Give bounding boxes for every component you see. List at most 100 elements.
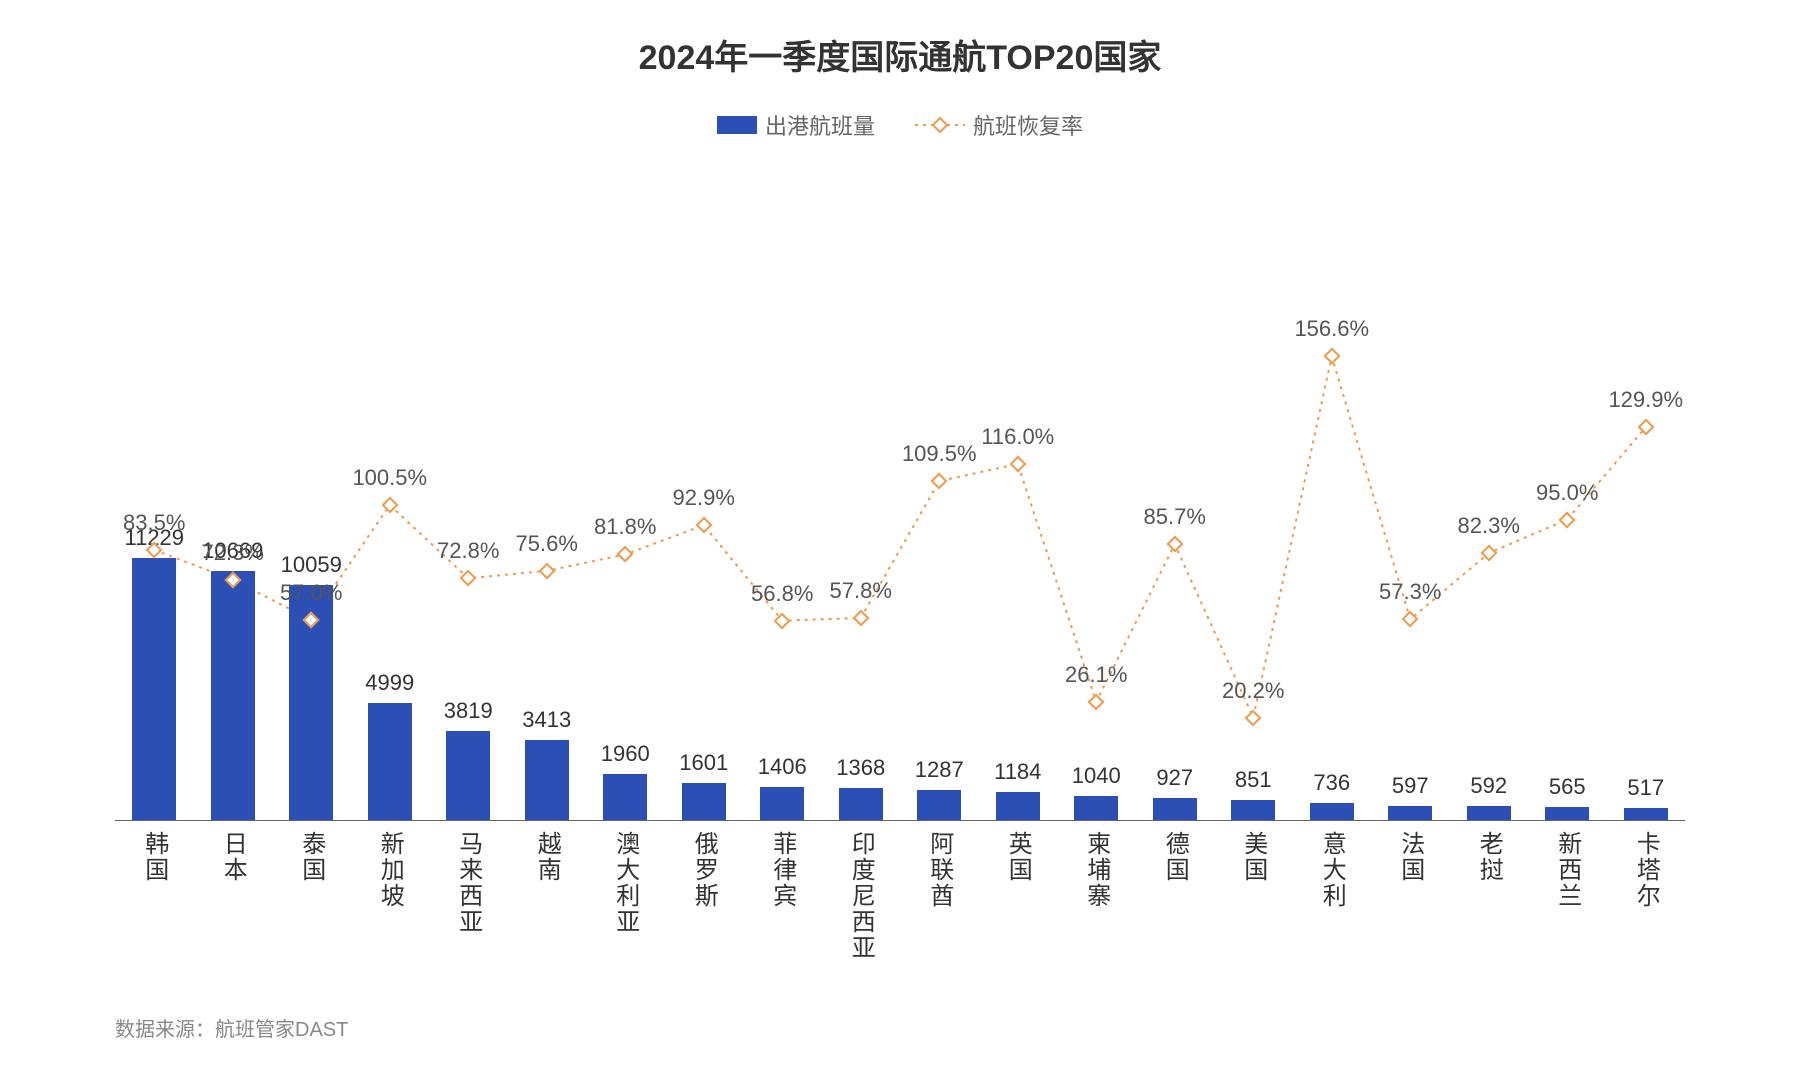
category-label: 法国 [1393, 831, 1428, 883]
line-value-label: 95.0% [1536, 480, 1598, 506]
bar [1467, 806, 1511, 820]
data-source-label: 数据来源：航班管家DAST [115, 1013, 348, 1042]
bar [1074, 796, 1118, 820]
line-value-label: 20.2% [1222, 678, 1284, 704]
bar-value-label: 517 [1627, 775, 1664, 801]
bar-value-label: 592 [1470, 773, 1507, 799]
line-path-svg [115, 181, 1685, 821]
line-marker [617, 546, 634, 563]
line-value-label: 57.0% [280, 580, 342, 606]
bar-value-label: 1287 [915, 757, 964, 783]
bar-value-label: 927 [1156, 765, 1193, 791]
category-label: 泰国 [294, 831, 329, 883]
bar-value-label: 4999 [365, 670, 414, 696]
category-label: 印度尼西亚 [843, 831, 878, 961]
line-marker [1245, 709, 1262, 726]
category-label: 阿联酋 [922, 831, 957, 909]
line-value-label: 82.3% [1458, 513, 1520, 539]
bar [368, 703, 412, 820]
bar-value-label: 1368 [836, 755, 885, 781]
chart-container: 2024年一季度国际通航TOP20国家 出港航班量 航班恢复率 11229106… [80, 30, 1720, 1030]
legend-item-line: 航班恢复率 [915, 109, 1083, 141]
bar-value-label: 597 [1392, 773, 1429, 799]
bar-value-label: 565 [1549, 774, 1586, 800]
bar [1310, 803, 1354, 820]
line-marker [1009, 455, 1026, 472]
chart-title: 2024年一季度国际通航TOP20国家 [80, 30, 1720, 79]
line-marker [1480, 545, 1497, 562]
line-marker [1559, 511, 1576, 528]
line-value-label: 26.1% [1065, 662, 1127, 688]
category-axis: 韩国日本泰国新加坡马来西亚越南澳大利亚俄罗斯菲律宾印度尼西亚阿联酋英国柬埔寨德国… [115, 831, 1685, 1031]
plot-area: 1122910669100594999381934131960160114061… [115, 181, 1685, 821]
x-axis-line [115, 820, 1685, 821]
bar [132, 558, 176, 820]
line-value-label: 83.5% [123, 510, 185, 536]
legend: 出港航班量 航班恢复率 [80, 109, 1720, 141]
line-marker [1637, 419, 1654, 436]
line-value-label: 129.9% [1608, 387, 1683, 413]
category-label: 菲律宾 [765, 831, 800, 909]
line-value-label: 109.5% [902, 441, 977, 467]
bar [760, 787, 804, 820]
bar [839, 788, 883, 820]
category-label: 柬埔寨 [1079, 831, 1114, 909]
category-label: 韩国 [137, 831, 172, 883]
line-value-label: 72.3% [202, 540, 264, 566]
bar [1388, 806, 1432, 820]
line-value-label: 92.9% [673, 485, 735, 511]
line-value-label: 156.6% [1294, 316, 1369, 342]
line-marker [852, 610, 869, 627]
bar-value-label: 3413 [522, 707, 571, 733]
line-marker [1166, 536, 1183, 553]
line-marker [931, 473, 948, 490]
bar-value-label: 851 [1235, 767, 1272, 793]
line-value-label: 81.8% [594, 514, 656, 540]
category-label: 老挝 [1471, 831, 1506, 883]
line-value-label: 75.6% [516, 531, 578, 557]
bar-value-label: 1040 [1072, 763, 1121, 789]
category-label: 美国 [1236, 831, 1271, 883]
bar-value-label: 1406 [758, 754, 807, 780]
category-label: 马来西亚 [451, 831, 486, 935]
bar [603, 774, 647, 820]
bar-value-label: 736 [1313, 770, 1350, 796]
legend-item-bar: 出港航班量 [717, 109, 875, 141]
bar [211, 571, 255, 820]
category-label: 越南 [529, 831, 564, 883]
legend-line-icon [915, 115, 965, 135]
category-label: 德国 [1157, 831, 1192, 883]
bar [917, 790, 961, 820]
bar [525, 740, 569, 820]
bar [682, 783, 726, 820]
bar-value-label: 10059 [281, 552, 342, 578]
line-marker [538, 562, 555, 579]
line-marker [381, 496, 398, 513]
line-marker [460, 570, 477, 587]
line-value-label: 56.8% [751, 581, 813, 607]
category-label: 俄罗斯 [686, 831, 721, 909]
line-value-label: 85.7% [1144, 504, 1206, 530]
bar [996, 792, 1040, 820]
bar [1624, 808, 1668, 820]
line-value-label: 57.3% [1379, 579, 1441, 605]
category-label: 卡塔尔 [1628, 831, 1663, 909]
bar-value-label: 3819 [444, 698, 493, 724]
legend-bar-icon [717, 116, 757, 134]
bar-value-label: 1960 [601, 741, 650, 767]
bar [1545, 807, 1589, 820]
category-label: 英国 [1000, 831, 1035, 883]
line-value-label: 100.5% [352, 465, 427, 491]
bar [1153, 798, 1197, 820]
line-marker [1088, 693, 1105, 710]
legend-line-label: 航班恢复率 [973, 109, 1083, 141]
line-marker [774, 612, 791, 629]
line-value-label: 72.8% [437, 538, 499, 564]
bar [1231, 800, 1275, 820]
line-value-label: 116.0% [981, 424, 1054, 450]
bar-value-label: 1601 [679, 750, 728, 776]
legend-bar-label: 出港航班量 [765, 109, 875, 141]
category-label: 澳大利亚 [608, 831, 643, 935]
category-label: 新加坡 [372, 831, 407, 909]
bar [446, 731, 490, 820]
